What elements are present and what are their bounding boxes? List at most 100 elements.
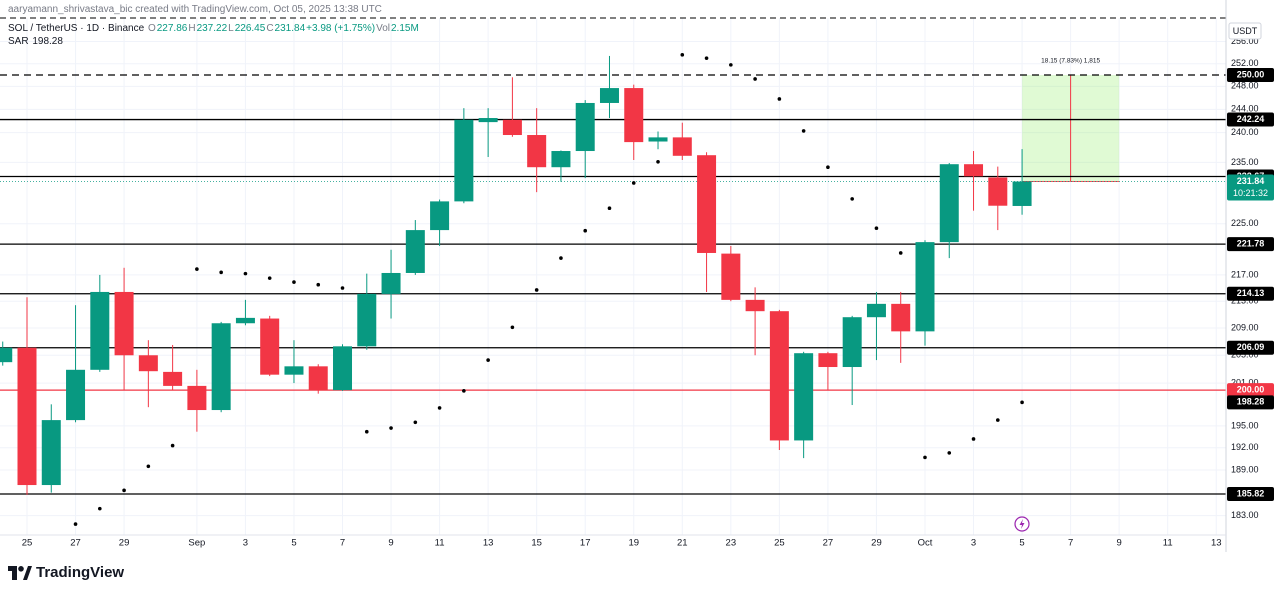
sar-legend: SAR 198.28 (8, 36, 64, 47)
sar-dot (753, 77, 757, 81)
sar-dot (73, 522, 78, 526)
x-tick-label: 9 (388, 538, 393, 549)
brand-icon (8, 565, 32, 580)
sar-dot (122, 488, 126, 493)
x-tick-label: 29 (871, 538, 882, 549)
candle-body (284, 366, 304, 375)
x-tick-label: 25 (22, 538, 33, 549)
x-tick-label: 3 (243, 538, 248, 549)
x-tick-label: 11 (1163, 538, 1173, 549)
level-label-box (1227, 340, 1274, 355)
y-tick-label: 195.00 (1231, 420, 1259, 430)
candle-body (308, 366, 328, 391)
candle-body (527, 135, 547, 168)
y-tick-label: 192.00 (1231, 442, 1259, 452)
candle-body (260, 318, 280, 375)
volume-label: Vol (376, 23, 390, 34)
overlay (1022, 75, 1120, 182)
candle-body (624, 88, 644, 143)
sar-dot (195, 267, 199, 271)
y-tick-label: 240.00 (1231, 127, 1259, 137)
sar-dot (826, 165, 830, 170)
y-tick-label: 183.00 (1231, 510, 1259, 520)
x-tick-label: 3 (971, 538, 976, 549)
candle-body (915, 242, 935, 332)
price-axis: 256.00 252.00 248.00 244.00 240.00 235.00 225.… (1227, 36, 1274, 520)
x-tick-label: 27 (70, 538, 81, 549)
x-tick-label: 9 (1117, 538, 1122, 549)
candle-body (454, 119, 474, 202)
currency: USDT (1233, 26, 1258, 36)
x-tick-label: 29 (119, 538, 130, 549)
x-tick-label: 5 (1019, 538, 1024, 549)
ohlc-label: L (228, 23, 234, 34)
sar-dot (98, 506, 102, 511)
sar-dot (923, 455, 927, 460)
sar-dot (510, 325, 515, 330)
volume-value: 2.15M (390, 23, 419, 34)
brand-logo: TradingView (8, 564, 124, 581)
brand: TradingView (36, 564, 125, 581)
level-label-box (1227, 383, 1274, 398)
level-label: 185.82 (1237, 488, 1265, 498)
sar-dot (801, 129, 806, 133)
y-tick-label: 256.00 (1231, 36, 1259, 46)
candle-body (163, 371, 183, 386)
level-label-box (1227, 112, 1274, 127)
candle-body (745, 299, 765, 312)
last-price-label-box (1227, 174, 1274, 201)
x-tick-label: 15 (531, 538, 542, 549)
x-tick-label: 7 (1068, 538, 1073, 549)
sar-dot (316, 282, 321, 287)
candle-body (333, 346, 353, 391)
y-tick-label: 248.00 (1231, 81, 1259, 91)
sar-value: 198.28 (32, 36, 63, 47)
candle-body (211, 323, 231, 411)
sar-dot (607, 206, 612, 210)
sar-dot (850, 197, 854, 201)
x-tick-label: 5 (291, 538, 296, 549)
ohlc-label: H (188, 23, 196, 34)
candle-body (235, 317, 255, 324)
sar-dot (656, 159, 660, 164)
candle-body (90, 291, 110, 370)
measure-label: 18.15 (7.83%) 1,815 (1041, 58, 1100, 65)
level-label-box (1227, 486, 1274, 501)
x-tick-label: Oct (918, 538, 933, 549)
ohlc-value: 227.86 (156, 23, 188, 34)
sar-dot (898, 251, 903, 255)
grid (0, 18, 1226, 535)
candle-body (842, 317, 862, 368)
attribution: aaryamann_shrivastava_bic created with T… (8, 4, 382, 15)
x-tick-label: 17 (580, 538, 591, 549)
level-label-box (1227, 286, 1274, 301)
ohlc-label: C (266, 23, 274, 34)
candle-body (866, 303, 886, 318)
candle-body (114, 291, 134, 356)
x-tick-label: 23 (726, 538, 737, 549)
sar-dot (874, 226, 879, 231)
y-tick-label: 217.00 (1231, 269, 1259, 279)
candle-body (0, 347, 13, 363)
x-tick-label: 27 (823, 538, 834, 549)
sar-dot (486, 358, 490, 362)
x-tick-label: 13 (1211, 538, 1222, 549)
candle-body (405, 230, 425, 273)
level-label: 250.00 (1237, 69, 1265, 79)
level-label-box (1227, 237, 1274, 252)
sar-dot (437, 406, 442, 410)
y-tick-label: 252.00 (1231, 58, 1259, 68)
candle-body (1012, 181, 1032, 206)
candle-body (818, 353, 838, 368)
x-tick-label: Sep (188, 538, 205, 549)
event-icon-bolt (1019, 519, 1025, 529)
sar-dot (583, 228, 588, 233)
sar-dot (631, 181, 636, 185)
sar-dot (559, 256, 563, 260)
sar-dot (947, 451, 952, 455)
sar-dot (364, 429, 369, 434)
symbol-legend: SOL / TetherUS · 1D · Binance O227.86H23… (8, 23, 420, 34)
sar-dot (243, 271, 248, 276)
